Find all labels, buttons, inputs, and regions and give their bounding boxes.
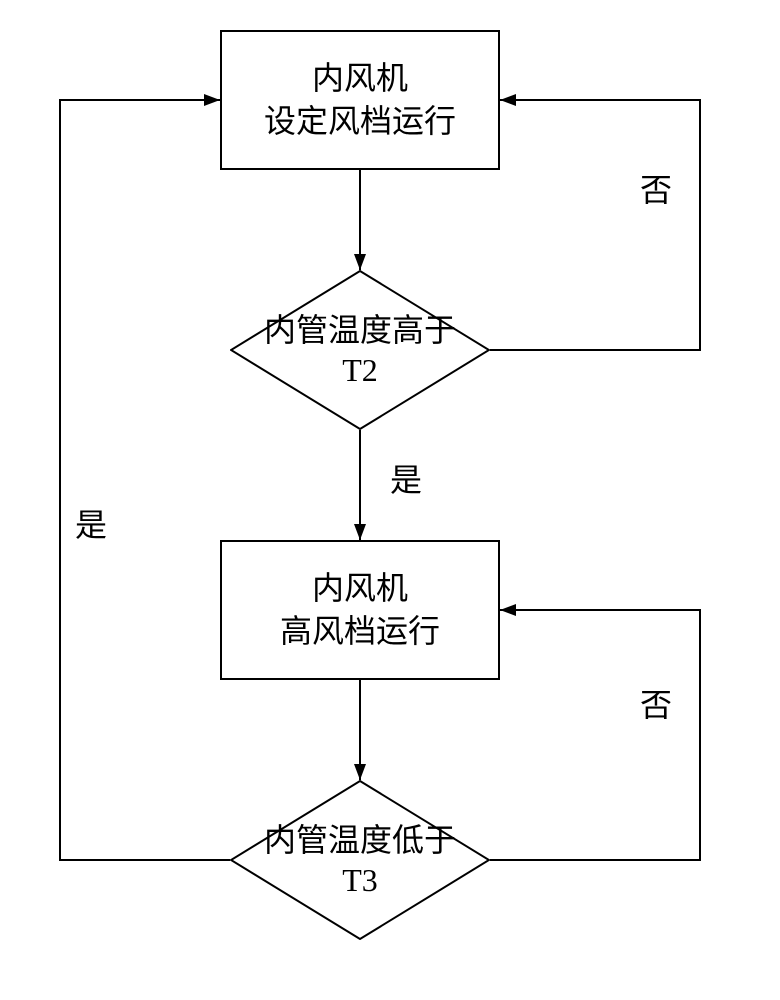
decision2-line2: T3 [342,860,378,900]
decision1-line2: T2 [342,350,378,390]
decision2-line1: 内管温度低于 [264,820,456,860]
process1-line2: 设定风档运行 [264,100,456,143]
process1-line1: 内风机 [312,57,408,100]
decision-temp-above-t2: 内管温度高于 T2 [230,270,490,430]
label-yes-1: 是 [390,455,422,501]
label-yes-2: 是 [75,500,107,546]
label-no-2: 否 [640,680,672,726]
process2-line1: 内风机 [312,567,408,610]
flowchart-canvas: 内风机 设定风档运行 内管温度高于 T2 内风机 高风档运行 内管温度低于 T3… [0,0,780,1000]
decision-temp-below-t3: 内管温度低于 T3 [230,780,490,940]
process-set-fan-speed: 内风机 设定风档运行 [220,30,500,170]
decision1-line1: 内管温度高于 [264,310,456,350]
process-high-fan-speed: 内风机 高风档运行 [220,540,500,680]
process2-line2: 高风档运行 [280,610,440,653]
label-no-1: 否 [640,165,672,211]
